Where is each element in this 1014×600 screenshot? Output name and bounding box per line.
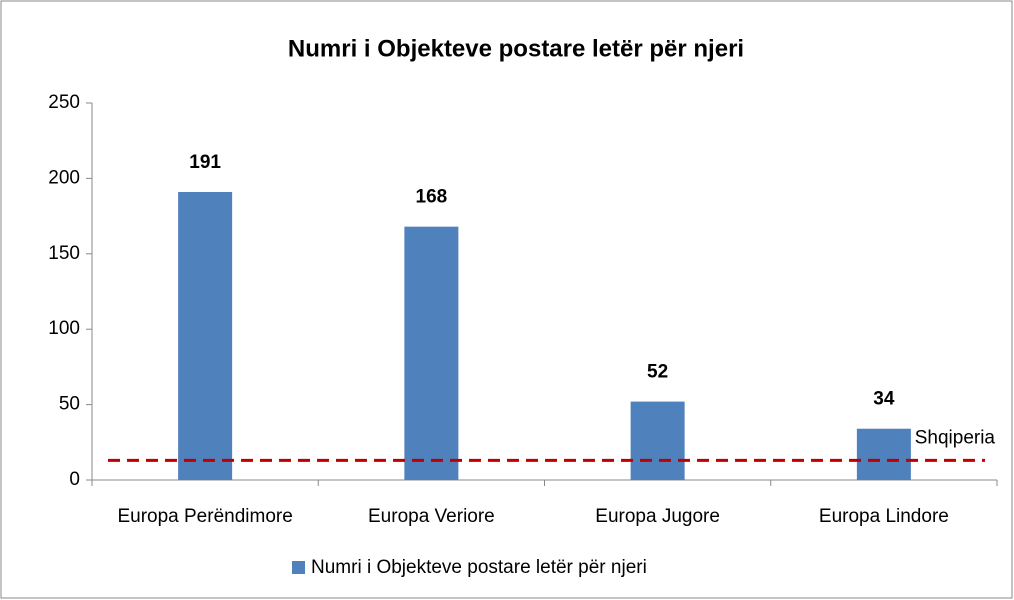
x-tick-label: Europa Perëndimore: [117, 506, 292, 527]
bar: [404, 226, 459, 480]
y-tick-label: 0: [69, 469, 80, 490]
bar: [178, 191, 233, 481]
bar: [630, 401, 685, 480]
x-tick-label: Europa Veriore: [368, 506, 495, 527]
x-tick-label: Europa Lindore: [819, 506, 949, 527]
y-tick-label: 50: [59, 394, 80, 415]
chart-title: Numri i Objekteve postare letër për njer…: [288, 35, 744, 62]
y-tick-label: 100: [48, 318, 80, 339]
data-label: 168: [416, 187, 448, 208]
data-label: 34: [873, 389, 895, 410]
data-label: 52: [647, 362, 668, 383]
legend-swatch: [292, 561, 305, 574]
x-tick-label: Europa Jugore: [595, 506, 720, 527]
bar: [856, 428, 911, 480]
data-label: 191: [189, 152, 221, 173]
y-tick-label: 150: [48, 243, 80, 264]
legend-label: Numri i Objekteve postare letër për njer…: [311, 557, 647, 578]
y-tick-label: 250: [48, 92, 80, 113]
y-tick-label: 200: [48, 167, 80, 188]
reference-label: Shqiperia: [915, 427, 996, 448]
